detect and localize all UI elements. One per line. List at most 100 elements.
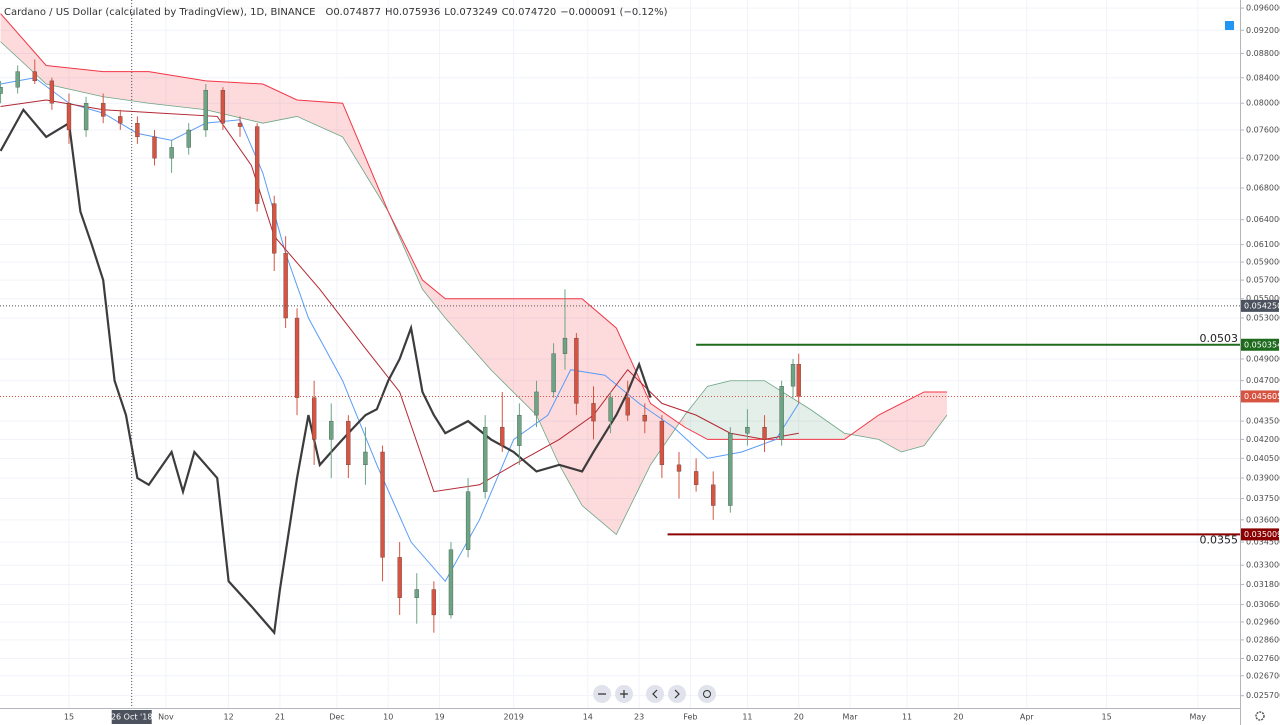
candle-body	[397, 557, 402, 598]
x-tick-label: 14	[583, 713, 593, 722]
candle-body	[294, 317, 300, 398]
x-tick-label: 11	[902, 713, 912, 722]
reset-button[interactable]	[698, 685, 716, 703]
cloud-fill	[764, 380, 811, 440]
x-tick-label: Mar	[842, 713, 858, 722]
candle-body	[762, 426, 767, 440]
zoom-toolbar	[593, 685, 716, 703]
ohlc: H0.075936	[385, 7, 440, 18]
cloud-fill	[297, 99, 343, 137]
cloud-fill	[103, 71, 149, 104]
candle-body	[745, 426, 750, 434]
scroll-right-button[interactable]	[668, 685, 686, 703]
candle-body	[591, 403, 596, 422]
x-tick-label: 10	[383, 713, 393, 722]
price-label-bg	[1241, 338, 1279, 351]
ohlc: O0.074877	[325, 7, 381, 18]
x-tick-label: 19	[434, 713, 444, 722]
candle-body	[169, 147, 174, 159]
x-tick-label: 26 Oct '18	[111, 713, 152, 722]
scroll-left-button[interactable]	[646, 685, 664, 703]
x-tick-label: 2019	[503, 713, 523, 722]
reset-icon	[703, 690, 711, 698]
candle-body	[500, 426, 505, 446]
cloud-fill	[650, 403, 685, 465]
horizontal-line-label: 0.0355	[1200, 533, 1239, 546]
candle-body	[431, 589, 437, 616]
candle-body	[676, 464, 682, 472]
candle-body	[32, 71, 37, 82]
candle-body	[483, 426, 488, 492]
candle-body	[574, 337, 579, 404]
change: −0.000091 (−0.12%)	[560, 7, 667, 18]
crosshair-x-label-bg	[111, 710, 152, 724]
cloud-fill	[536, 298, 560, 465]
candle-body	[728, 433, 733, 506]
x-tick-label: 21	[275, 713, 285, 722]
candle-body	[237, 123, 243, 127]
scale-button[interactable]	[1225, 21, 1234, 30]
x-tick-label: 20	[794, 713, 804, 722]
cloud-fill	[490, 298, 537, 416]
price-label: 0.050354	[1244, 340, 1280, 349]
plot-area: 0.0503 0.0355	[0, 0, 1240, 708]
candle-body	[551, 353, 556, 393]
candle-body	[203, 90, 208, 131]
candle-body	[346, 420, 351, 466]
toolbar-icons	[598, 689, 680, 699]
x-tick-label: 20	[953, 713, 963, 722]
y-tick-label: 0.025700	[1246, 691, 1280, 700]
candle-body	[49, 80, 55, 104]
candle-body	[414, 589, 419, 598]
candle-body	[562, 337, 568, 354]
indicator-line	[0, 77, 800, 583]
candle-body	[625, 397, 630, 416]
symbol[interactable]: Cardano / US Dollar (calculated by Tradi…	[4, 7, 315, 18]
candle-body	[220, 90, 226, 124]
candle-body	[254, 126, 260, 204]
x-tick-label: 12	[224, 713, 234, 722]
candle-body	[779, 386, 784, 440]
candle-body	[152, 136, 157, 159]
crosshair-y-bg	[1241, 299, 1279, 312]
candle-body	[272, 203, 277, 254]
x-tick-label: May	[1190, 713, 1207, 722]
cloud-fill	[46, 65, 104, 97]
cloud-fill	[422, 280, 446, 319]
horizontal-line-label: 0.0503	[1200, 332, 1239, 345]
cloud-fill	[878, 403, 902, 452]
candle-body	[118, 116, 123, 124]
x-tick-label: 11	[742, 713, 752, 722]
x-tick-label: 23	[634, 713, 644, 722]
ohlc: C0.074720	[502, 7, 557, 18]
candle-body	[101, 103, 106, 117]
last-price-label: 0.045605	[1244, 392, 1280, 401]
candle-body	[659, 420, 665, 466]
candle-body	[83, 103, 89, 131]
settings-button[interactable]	[1255, 711, 1265, 721]
candle-body	[534, 391, 539, 416]
cloud-fill	[445, 298, 491, 370]
candle-body	[448, 549, 454, 616]
cloud-fill	[684, 386, 708, 440]
candle-body	[608, 397, 613, 422]
candle-body	[0, 87, 3, 94]
candle-body	[642, 414, 647, 422]
